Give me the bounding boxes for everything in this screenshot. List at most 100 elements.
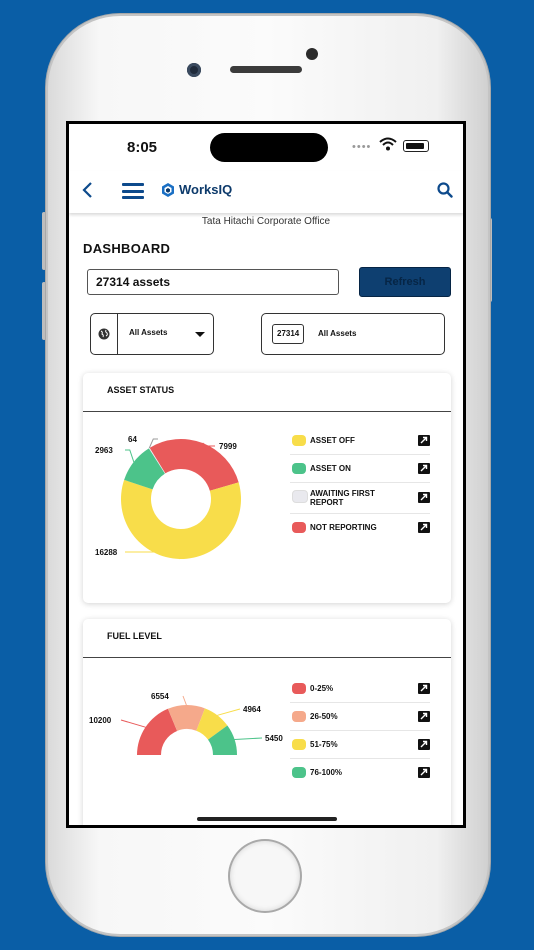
asset-filter-label: All Assets (318, 329, 357, 338)
open-external-icon[interactable] (418, 492, 430, 503)
power-button (488, 218, 492, 302)
legend-label: AWAITING FIRST REPORT (310, 489, 375, 507)
open-external-icon[interactable] (418, 767, 430, 778)
asset-filter-selector[interactable]: 27314 All Assets (261, 313, 445, 355)
legend-swatch (292, 739, 306, 750)
globe-icon (98, 328, 110, 340)
legend-swatch (292, 435, 306, 446)
data-label: 64 (128, 435, 137, 444)
half-donut-slice[interactable] (208, 725, 237, 755)
card-title: ASSET STATUS (107, 385, 175, 395)
search-icon[interactable] (437, 182, 453, 198)
signal-icon: •••• (352, 141, 372, 153)
home-indicator (197, 817, 337, 821)
legend-label: 26-50% (310, 712, 338, 721)
legend-swatch (292, 522, 306, 533)
wifi-icon (379, 137, 397, 151)
back-chevron-icon[interactable] (75, 177, 99, 205)
asset-status-donut-chart: 7999 16288 2963 64 (95, 435, 241, 560)
open-external-icon[interactable] (418, 522, 430, 533)
divider (83, 411, 451, 412)
leader-line (202, 442, 215, 447)
group-filter-label: All Assets (129, 328, 168, 337)
volume-down-button (42, 282, 46, 340)
data-label: 4964 (243, 705, 261, 714)
home-button[interactable] (230, 841, 300, 911)
fuel-level-half-donut-chart: 10200 6554 4964 5450 (89, 692, 283, 755)
camera-dot (306, 48, 318, 60)
data-label: 2963 (95, 446, 113, 455)
legend-item[interactable]: NOT REPORTING (290, 514, 430, 541)
battery-icon (403, 140, 429, 152)
half-donut-slice[interactable] (137, 708, 178, 755)
donut-slice[interactable] (124, 448, 165, 490)
asset-status-card: ASSET STATUS 7999 16288 2963 64 ASSET OFF AS… (83, 373, 451, 603)
worksiq-logo-icon (162, 182, 174, 197)
page-title: DASHBOARD (83, 241, 171, 256)
legend-item[interactable]: ASSET ON (290, 455, 430, 483)
legend-label: ASSET ON (310, 464, 351, 473)
data-label: 16288 (95, 548, 118, 557)
data-label: 6554 (151, 692, 169, 701)
legend-item[interactable]: 0-25% (290, 675, 430, 703)
legend-item[interactable]: 76-100% (290, 759, 430, 786)
fuel-level-legend: 0-25% 26-50% 51-75% 76-100% (290, 675, 430, 786)
asset-count-badge: 27314 (272, 324, 305, 344)
legend-label: 0-25% (310, 684, 334, 693)
front-camera-icon (187, 63, 201, 77)
donut-slice[interactable] (120, 479, 241, 559)
refresh-button[interactable]: Refresh (359, 267, 451, 297)
assets-count-field[interactable]: 27314 assets (87, 269, 339, 295)
group-filter-dropdown[interactable]: All Assets (90, 313, 214, 355)
legend-label: NOT REPORTING (310, 523, 377, 532)
data-label: 7999 (219, 442, 237, 451)
card-title: FUEL LEVEL (107, 631, 162, 641)
leader-line (217, 708, 241, 716)
open-external-icon[interactable] (418, 711, 430, 722)
status-time: 8:05 (127, 139, 158, 156)
leader-line (120, 719, 146, 728)
legend-swatch (292, 490, 308, 503)
legend-label: 51-75% (310, 740, 338, 749)
open-external-icon[interactable] (418, 683, 430, 694)
half-donut-slice[interactable] (196, 708, 228, 740)
open-external-icon[interactable] (418, 739, 430, 750)
legend-item[interactable]: 26-50% (290, 703, 430, 731)
legend-swatch (292, 463, 306, 474)
leader-line (234, 737, 263, 741)
app-logo: WorksIQ (161, 182, 232, 197)
legend-label: 76-100% (310, 768, 343, 777)
chevron-down-icon (195, 332, 205, 337)
legend-swatch (292, 683, 306, 694)
site-name: Tata Hitachi Corporate Office (201, 216, 331, 227)
app-bar: WorksIQ (69, 171, 463, 213)
legend-swatch (292, 711, 306, 722)
half-donut-slice[interactable] (167, 705, 205, 731)
asset-status-legend: ASSET OFF ASSET ON AWAITING FIRST REPORT NO… (290, 427, 430, 541)
leader-line (148, 438, 158, 449)
data-label: 5450 (265, 734, 283, 743)
divider (83, 657, 451, 658)
screen: 8:05 •••• WorksIQ (66, 121, 466, 828)
legend-item[interactable]: 51-75% (290, 731, 430, 759)
open-external-icon[interactable] (418, 435, 430, 446)
globe-icon-box (91, 314, 118, 354)
leader-line (125, 449, 135, 463)
app-screen: 8:05 •••• WorksIQ (69, 124, 463, 825)
open-external-icon[interactable] (418, 463, 430, 474)
fuel-level-card: FUEL LEVEL 10200 6554 4964 5450 0-25% 26-50%… (83, 619, 451, 825)
legend-item[interactable]: AWAITING FIRST REPORT (290, 483, 430, 514)
leader-line (125, 551, 181, 560)
legend-label: ASSET OFF (310, 436, 355, 445)
data-label: 10200 (89, 716, 112, 725)
donut-slice[interactable] (149, 439, 239, 491)
leader-line (182, 695, 187, 706)
legend-item[interactable]: ASSET OFF (290, 427, 430, 455)
legend-swatch (292, 767, 306, 778)
dynamic-island (210, 133, 328, 162)
earpiece-speaker (230, 66, 302, 73)
app-name: WorksIQ (179, 182, 233, 197)
menu-icon[interactable] (122, 183, 144, 199)
volume-up-button (42, 212, 46, 270)
donut-slice[interactable] (148, 447, 166, 474)
